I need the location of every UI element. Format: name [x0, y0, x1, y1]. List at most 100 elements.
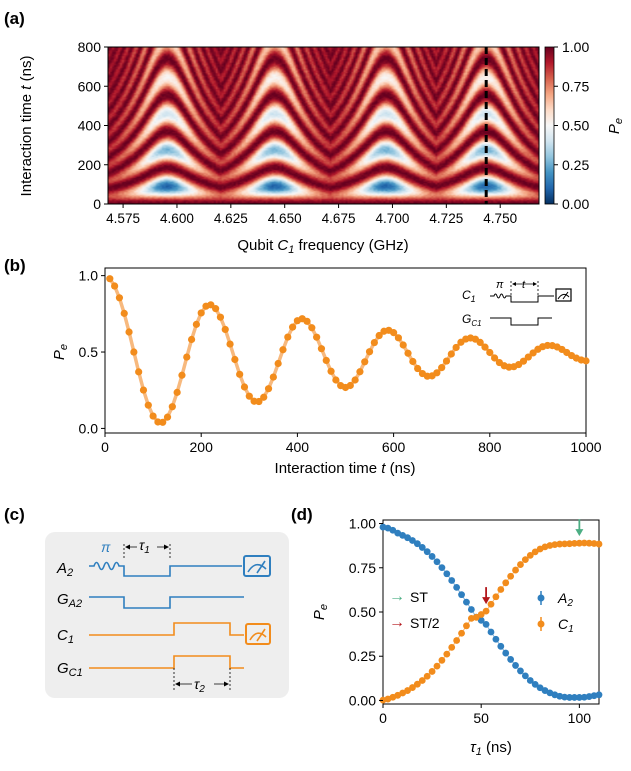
data-points — [379, 523, 603, 704]
data-point — [130, 348, 138, 356]
inset-gc1-label: GC1 — [462, 312, 482, 328]
data-point-C1 — [472, 613, 480, 621]
inset-measure-icon — [555, 288, 572, 302]
data-point — [111, 282, 119, 290]
data-point-A2 — [482, 620, 490, 628]
data-point — [433, 369, 441, 377]
data-point-A2 — [526, 677, 534, 684]
data-point-C1 — [458, 629, 465, 637]
tau1-arrowheads — [125, 544, 169, 550]
data-point — [409, 357, 417, 366]
x-tick-label: 600 — [382, 439, 406, 455]
data-point — [375, 331, 383, 340]
data-point-A2 — [502, 649, 510, 657]
data-point-C1 — [517, 561, 524, 568]
panel-a-label: (a) — [4, 9, 25, 28]
data-point-C1 — [595, 540, 603, 548]
data-point — [159, 418, 167, 426]
data-points — [106, 275, 590, 426]
data-point — [216, 313, 225, 321]
y-axis-ticks: 0 200 400 600 800 — [78, 39, 108, 212]
x-tick-label: 100 — [568, 710, 592, 726]
data-point-A2 — [404, 534, 411, 542]
data-point — [226, 340, 234, 348]
data-point-C1 — [404, 687, 411, 694]
x-tick-label: 4.750 — [483, 211, 517, 226]
data-point-C1 — [571, 539, 578, 547]
x-tick-label: 4.675 — [322, 211, 356, 226]
data-point — [394, 334, 403, 342]
data-point-A2 — [575, 694, 583, 701]
x-axis-ticks: 0 50 100 — [379, 704, 591, 726]
data-point-C1 — [590, 540, 598, 547]
data-point — [255, 397, 263, 406]
x-tick-label: 400 — [286, 439, 310, 455]
legend-st2-arrow: → — [389, 614, 405, 631]
tau2-label-bg — [192, 676, 214, 691]
x-tick-label: 4.600 — [160, 211, 194, 226]
row-a2-measure-needle — [247, 560, 267, 574]
y-tick-label: 0.00 — [349, 692, 376, 708]
data-point — [284, 333, 292, 341]
data-point-A2 — [561, 693, 569, 701]
panel-d-label: (d) — [291, 505, 313, 524]
data-point-C1 — [487, 600, 495, 608]
data-point — [370, 338, 378, 347]
data-point-A2 — [443, 570, 451, 578]
inset-measure-needle — [557, 291, 570, 300]
data-point — [414, 364, 422, 373]
panel-c: τ1 A2 π GA2 C1 GC1 τ2 — [45, 532, 289, 698]
data-point-A2 — [477, 616, 485, 624]
y-tick-label: 0.25 — [349, 648, 376, 664]
data-point — [356, 368, 364, 376]
data-point-A2 — [438, 564, 446, 571]
data-point-C1 — [575, 539, 583, 547]
data-point-A2 — [433, 558, 441, 566]
series-lines — [382, 526, 600, 701]
colorbar-tick-label: 0.25 — [562, 157, 589, 173]
series-line-A2 — [382, 526, 600, 698]
legend-c1-label: C1 — [558, 616, 574, 635]
data-point-C1 — [418, 677, 426, 684]
x-axis-ticks: 4.575 4.600 4.625 4.650 4.675 4.700 4.725 4.750 — [106, 204, 517, 226]
data-point — [183, 353, 191, 361]
data-point — [144, 401, 152, 409]
colorbar-ticks: 0.00 0.25 0.50 0.75 1.00 — [554, 39, 589, 212]
x-tick-label: 50 — [473, 710, 489, 726]
legend-c1-marker — [537, 617, 545, 631]
y-axis-title: Pe — [311, 604, 330, 620]
data-point — [399, 341, 407, 349]
data-point-C1 — [551, 541, 559, 548]
data-point — [274, 359, 282, 368]
plot-b-frame — [104, 267, 587, 434]
colorbar — [544, 46, 555, 205]
data-point-A2 — [413, 540, 421, 548]
row-gc1-label: GC1 — [57, 660, 83, 679]
data-point-C1 — [531, 548, 539, 556]
y-axis-ticks: 0.0 0.5 1.0 — [79, 268, 105, 436]
data-point-C1 — [413, 680, 421, 688]
data-point — [221, 325, 229, 334]
data-point — [404, 349, 412, 357]
data-point — [332, 376, 340, 384]
data-point — [231, 355, 239, 364]
data-point — [187, 335, 196, 344]
data-point — [149, 412, 157, 420]
row-a2-measure-icon — [243, 555, 271, 577]
data-point-C1 — [448, 643, 456, 651]
annotation-arrowhead-ST — [575, 529, 584, 537]
panel-b: 0 200 400 600 800 1000 0.0 0.5 1.0 Interaction … — [51, 267, 602, 477]
data-point — [308, 324, 316, 332]
row-c1-label: C1 — [57, 627, 74, 646]
y-tick-label: 0 — [93, 196, 101, 212]
data-point-C1 — [482, 607, 490, 615]
legend-a2-label: A2 — [557, 590, 573, 609]
x-tick-label: 0 — [101, 439, 109, 455]
inset-pi-label: π — [496, 279, 504, 291]
data-point — [139, 386, 148, 394]
data-point-A2 — [492, 635, 500, 643]
data-point-C1 — [463, 622, 470, 630]
data-point — [481, 343, 489, 351]
data-point-A2 — [448, 577, 456, 584]
data-point-A2 — [428, 553, 436, 560]
